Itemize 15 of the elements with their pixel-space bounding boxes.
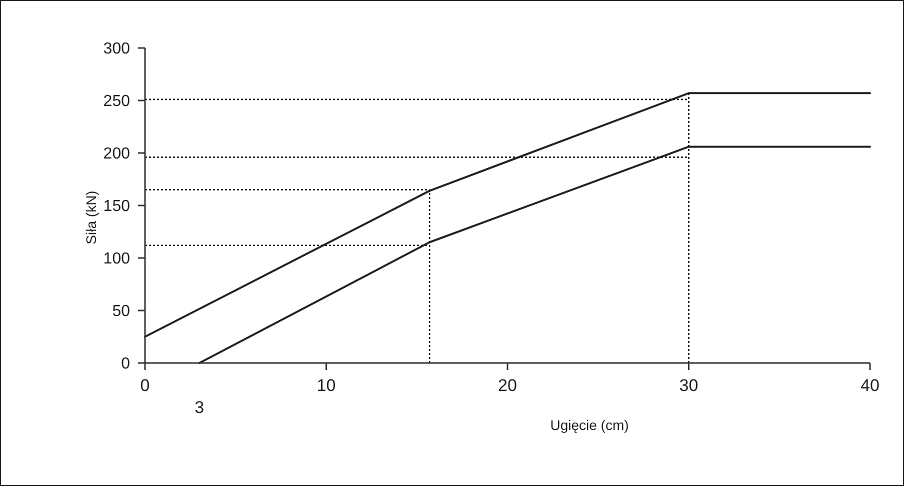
x-tick-label: 40 bbox=[860, 376, 880, 395]
x-tick-label: 30 bbox=[679, 376, 698, 395]
x-axis-title: Ugięcie (cm) bbox=[550, 417, 629, 433]
y-tick-label: 100 bbox=[103, 250, 130, 268]
annotation: 3 bbox=[194, 398, 204, 417]
y-tick-label: 150 bbox=[103, 198, 130, 216]
x-tick-label: 10 bbox=[316, 376, 336, 395]
y-tick-label: 300 bbox=[103, 40, 130, 58]
y-tick-label: 0 bbox=[121, 356, 130, 373]
y-tick-label: 50 bbox=[112, 303, 130, 320]
y-axis-title: Siła (kN) bbox=[83, 190, 99, 244]
x-tick-label: 0 bbox=[140, 376, 150, 395]
y-tick-label: 250 bbox=[103, 93, 130, 110]
y-tick-label: 200 bbox=[103, 146, 130, 163]
x-tick-label: 20 bbox=[498, 376, 517, 395]
